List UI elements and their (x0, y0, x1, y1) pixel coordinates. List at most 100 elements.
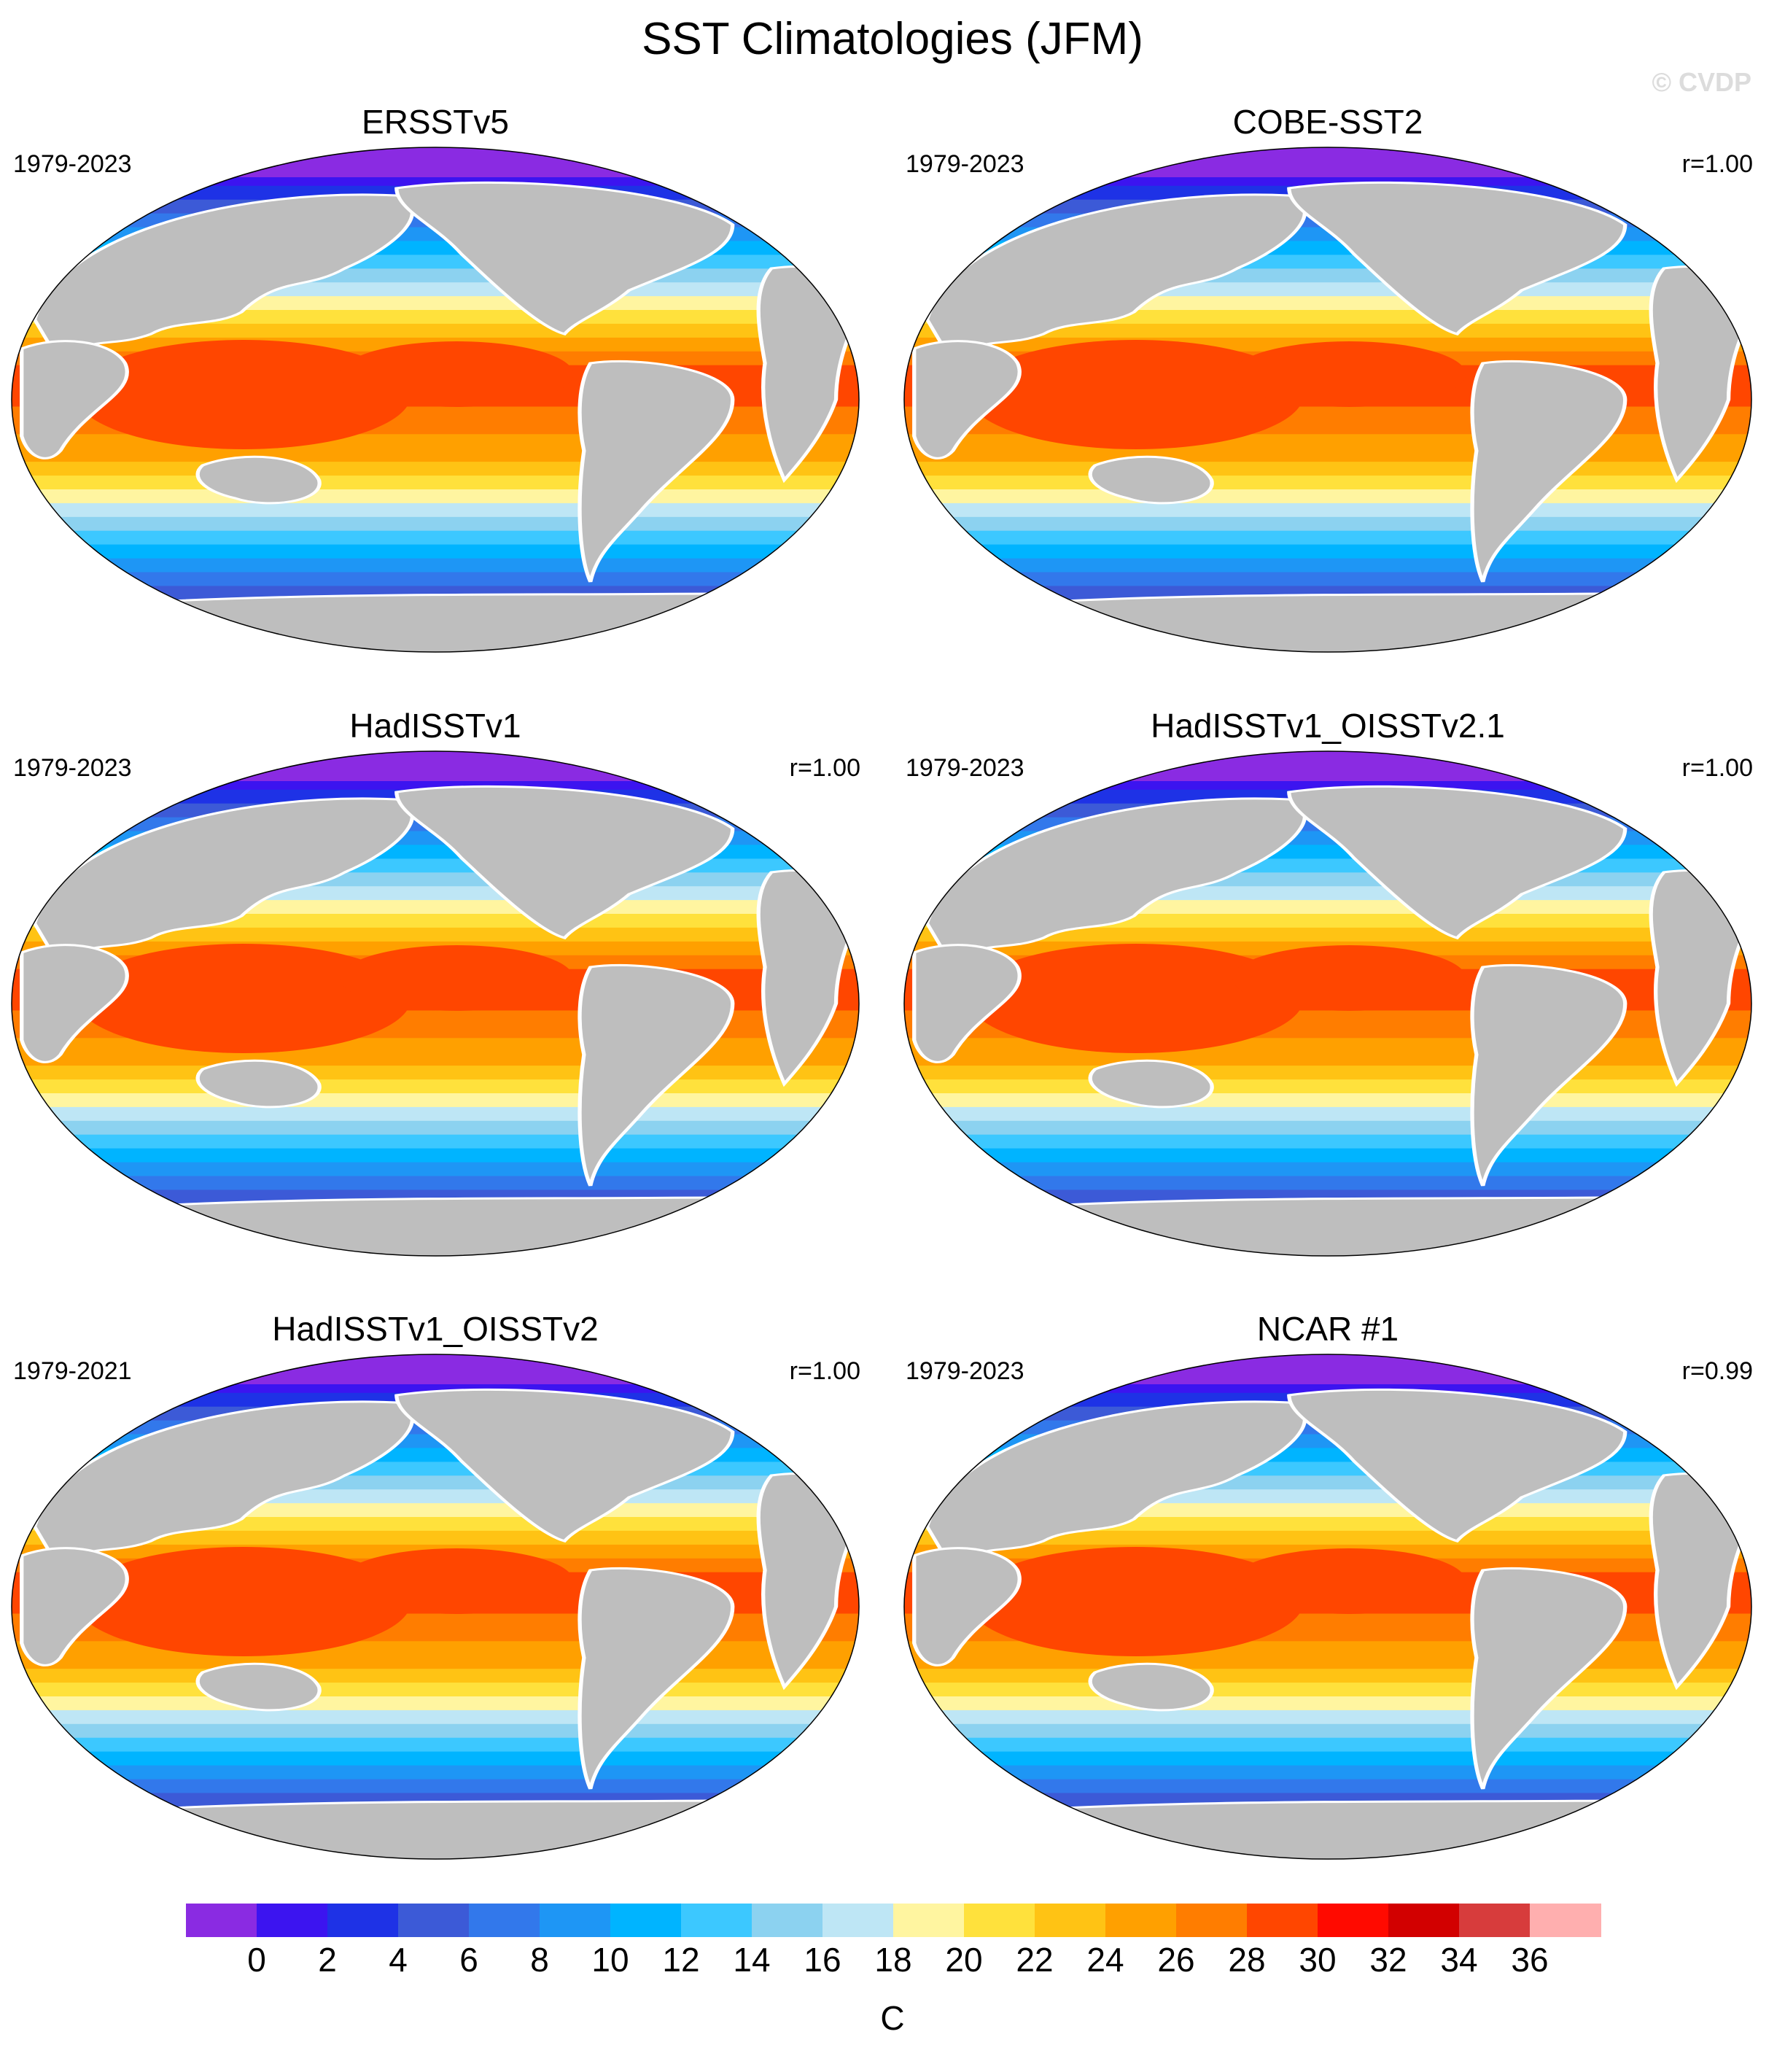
sst-band (12, 489, 859, 504)
sst-band (12, 1079, 859, 1094)
colorbar-box (540, 1904, 611, 1937)
land-mass (1649, 869, 1751, 1087)
sst-band (12, 544, 859, 559)
colorbar-tick-label: 26 (1157, 1941, 1195, 1979)
land-mass (32, 1400, 415, 1573)
panel-period: 1979-2023 (13, 150, 132, 178)
sst-map (11, 1354, 860, 1860)
sst-band (904, 462, 1751, 476)
land-mass (912, 1547, 1022, 1666)
land-mass (12, 1195, 859, 1256)
sst-band (904, 1530, 1751, 1545)
sst-band (12, 1710, 859, 1725)
sst-band (904, 448, 1751, 463)
sst-band (904, 530, 1751, 546)
warm-pool (75, 1547, 411, 1656)
panel-period: 1979-2023 (13, 754, 132, 782)
sst-band (12, 1162, 859, 1177)
sst-band (12, 1765, 859, 1780)
colorbar-tick-label: 10 (591, 1941, 629, 1979)
map-outline (11, 1354, 860, 1860)
sst-band (904, 1723, 1751, 1739)
warm-pool (340, 945, 574, 1011)
sst-band (904, 1737, 1751, 1753)
land-mass (925, 193, 1307, 366)
land-mass (904, 1195, 1751, 1256)
panel-period: 1979-2023 (906, 1357, 1024, 1385)
sst-map (11, 147, 860, 653)
land-mass (1287, 181, 1628, 336)
arctic-ice (12, 1354, 859, 1384)
land-mass (1287, 1388, 1628, 1543)
sst-band (904, 1079, 1751, 1094)
sst-band (904, 1148, 1751, 1163)
sst-band (904, 558, 1751, 573)
colorbar-tick-label: 30 (1299, 1941, 1337, 1979)
panel-title: HadISSTv1 (349, 707, 521, 745)
warm-pool (75, 340, 411, 449)
land-mass (1649, 265, 1751, 484)
sst-band (12, 462, 859, 476)
sst-band (12, 1669, 859, 1683)
land-mass (195, 1059, 322, 1109)
colorbar-tick-label: 24 (1086, 1941, 1124, 1979)
land-mass (1287, 785, 1628, 940)
land-mass (394, 785, 735, 940)
land-mass (925, 797, 1307, 970)
sst-band (12, 1683, 859, 1697)
colorbar-tick-label: 34 (1440, 1941, 1478, 1979)
sst-band (12, 1052, 859, 1067)
sst-band (12, 476, 859, 490)
land-mass (1088, 1662, 1214, 1712)
sst-band (12, 516, 859, 532)
sst-band (12, 1779, 859, 1794)
sst-band (12, 1655, 859, 1670)
warm-pool (968, 1547, 1304, 1656)
panel-title: HadISSTv1_OISSTv2.1 (1151, 707, 1505, 745)
map-panel: HadISSTv1_OISSTv2.1 1979-2023 r=1.00 (901, 706, 1754, 1275)
sst-band (12, 1120, 859, 1136)
arctic-ice (904, 751, 1751, 781)
warm-pool (1232, 341, 1466, 407)
map-panel: HadISSTv1_OISSTv2 1979-2021 r=1.00 (9, 1309, 862, 1878)
map-panel: ERSSTv5 1979-2023 (9, 102, 862, 671)
sst-band (904, 1765, 1751, 1780)
map-outline (903, 1354, 1752, 1860)
panel-title: HadISSTv1_OISSTv2 (272, 1310, 599, 1348)
panel-correlation: r=0.99 (1681, 1357, 1753, 1385)
sst-band (904, 1751, 1751, 1766)
panel-correlation: r=1.00 (1681, 150, 1753, 178)
map-outline (903, 750, 1752, 1257)
sst-band (904, 476, 1751, 490)
sst-band (12, 530, 859, 546)
colorbar-box (469, 1904, 540, 1937)
colorbar-box (1459, 1904, 1531, 1937)
map-panel: NCAR #1 1979-2023 r=0.99 (901, 1309, 1754, 1878)
land-mass (20, 340, 129, 459)
sst-band (904, 544, 1751, 559)
warm-pool (1232, 1548, 1466, 1614)
colorbar-tick-label: 22 (1016, 1941, 1054, 1979)
sst-band (904, 1710, 1751, 1725)
colorbar-tick-label: 32 (1369, 1941, 1407, 1979)
land-mass (195, 1662, 322, 1712)
sst-band (12, 1106, 859, 1122)
land-mass (12, 1799, 859, 1859)
colorbar-box (1318, 1904, 1389, 1937)
colorbar-box (1530, 1904, 1601, 1937)
colorbar-box (1105, 1904, 1177, 1937)
map-panel: HadISSTv1 1979-2023 r=1.00 (9, 706, 862, 1275)
panel-correlation: r=1.00 (789, 754, 860, 782)
colorbar-box (752, 1904, 823, 1937)
sst-band (904, 572, 1751, 587)
land-mass (756, 869, 859, 1087)
land-mass (394, 1388, 735, 1543)
warm-pool (75, 944, 411, 1053)
map-outline (11, 147, 860, 653)
colorbar-tick-label: 0 (247, 1941, 266, 1979)
sst-band (904, 1052, 1751, 1067)
colorbar-tick-label: 14 (733, 1941, 771, 1979)
watermark: © CVDP (1652, 67, 1751, 97)
land-mass (1649, 1472, 1751, 1691)
colorbar-box (186, 1904, 257, 1937)
